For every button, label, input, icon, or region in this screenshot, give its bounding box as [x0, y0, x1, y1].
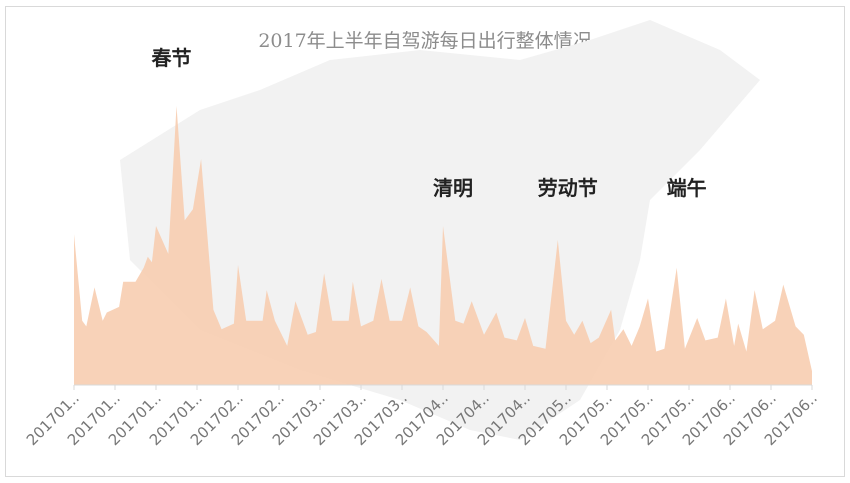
annotation-label: 劳动节: [537, 176, 598, 200]
annotation-label: 清明: [433, 176, 473, 200]
annotation-label: 春节: [151, 46, 192, 70]
area-series: [74, 106, 812, 385]
chart-frame: [5, 6, 845, 477]
chart-title: 2017年上半年自驾游每日出行整体情况: [258, 30, 592, 52]
annotation-label: 端午: [666, 176, 707, 200]
